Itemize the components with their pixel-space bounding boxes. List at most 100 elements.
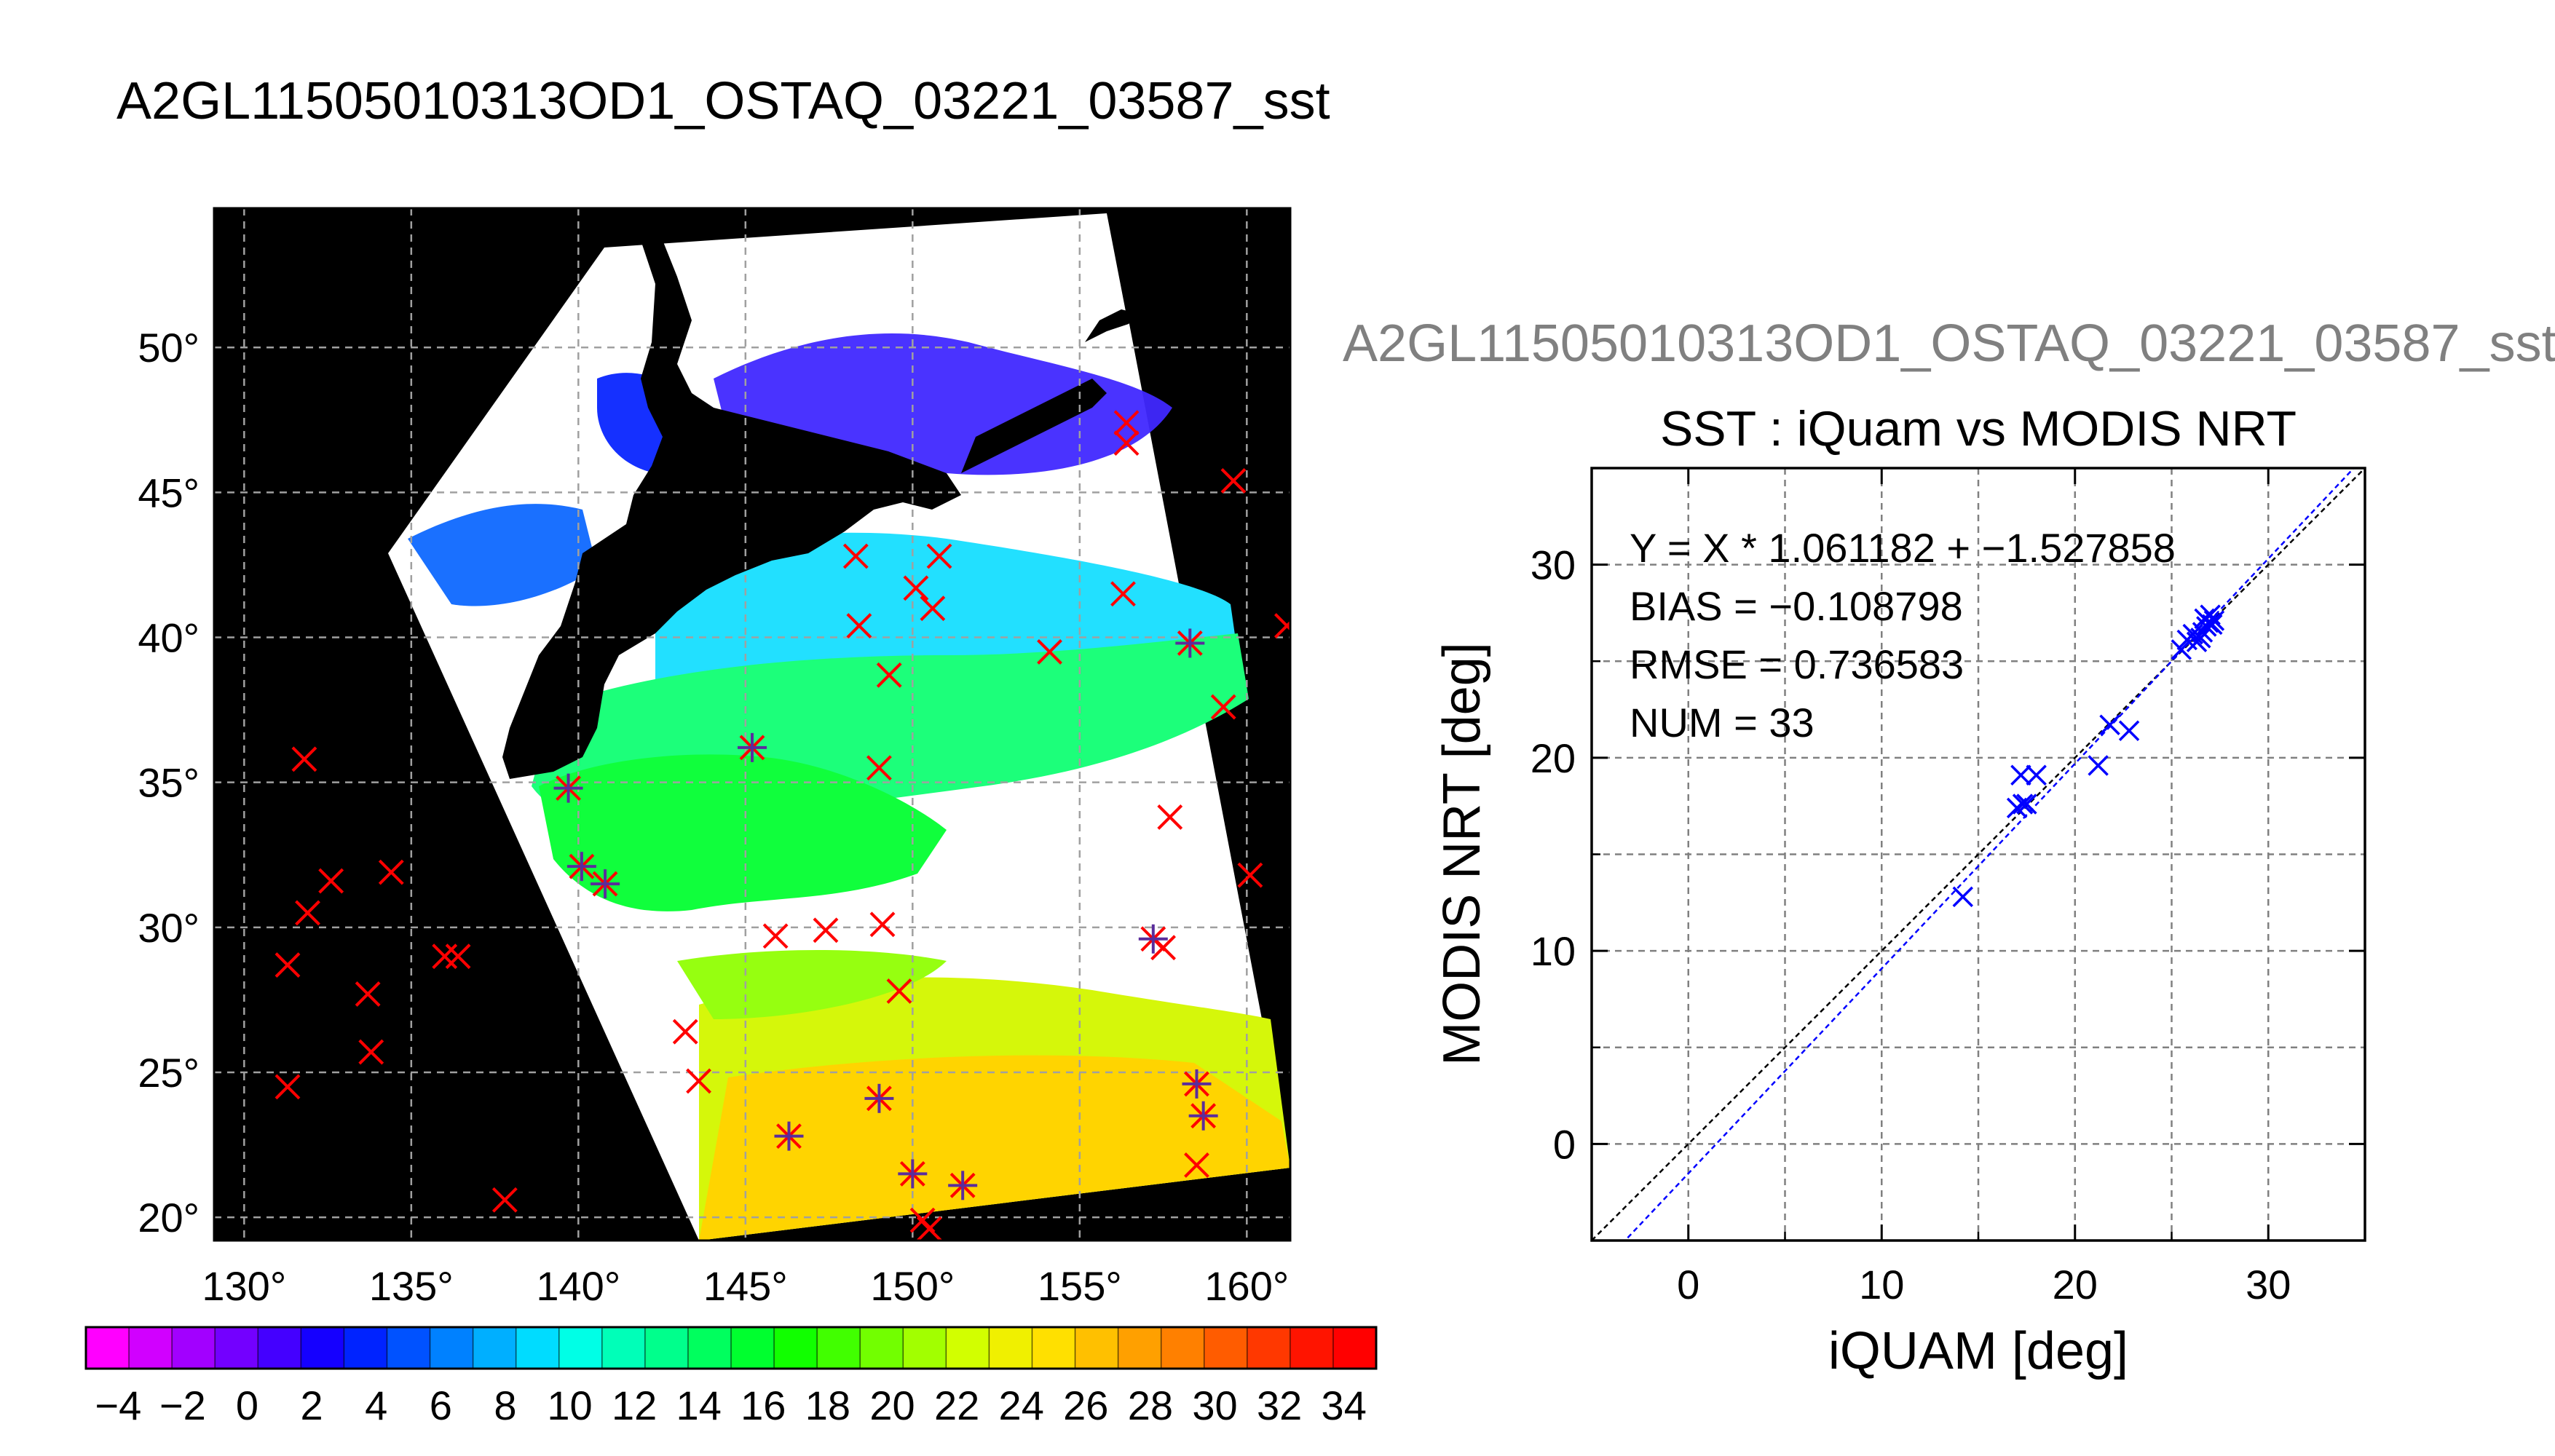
japan-land xyxy=(502,240,1136,779)
map-graticule xyxy=(214,208,1290,1241)
matchup-x-marker xyxy=(275,952,301,978)
stats-box: Y = X * 1.061182 + −1.527858 BIAS = −0.1… xyxy=(1630,525,2176,745)
matchup-x-marker xyxy=(866,755,892,781)
matchup-x-marker xyxy=(318,868,344,894)
matchup-x-marker xyxy=(842,543,869,569)
colorbar-tick-label: 26 xyxy=(1063,1382,1108,1428)
colorbar-frame xyxy=(84,1326,1378,1370)
map-frame xyxy=(213,207,1292,1242)
y-tick-label: 20 xyxy=(1531,735,1576,781)
matchup-x-marker xyxy=(1273,613,1290,638)
colorbar-tick-label: 28 xyxy=(1128,1382,1173,1428)
lon-tick-label: 150° xyxy=(870,1263,955,1309)
colorbar-segment xyxy=(1032,1327,1076,1369)
scatter-point xyxy=(1952,886,1973,908)
colorbar-tick-label: −2 xyxy=(159,1382,206,1428)
colorbar-tick-label: 2 xyxy=(301,1382,323,1428)
scatter-point xyxy=(2016,794,2037,815)
scatter-point xyxy=(2026,764,2047,786)
matchup-x-marker xyxy=(916,1216,942,1241)
matchup-x-marker xyxy=(358,1039,384,1065)
colorbar-tick-label: 20 xyxy=(869,1382,915,1428)
matchup-x-marker xyxy=(813,917,839,943)
colorbar-tick-label: 10 xyxy=(547,1382,592,1428)
colorbar-segment xyxy=(86,1327,130,1369)
matchup-star-marker xyxy=(1182,1069,1212,1099)
x-tick-label: 10 xyxy=(1859,1262,1904,1307)
matchup-x-marker xyxy=(1210,694,1236,720)
plot-lines xyxy=(1592,468,2365,1241)
sst-field xyxy=(408,333,1290,1241)
colorbar-segment xyxy=(172,1327,216,1369)
scatter-point xyxy=(2099,714,2120,736)
colorbar-segment xyxy=(1161,1327,1205,1369)
scatter-supertitle: A2GL11505010313OD1_OSTAQ_03221_03587_sst xyxy=(1343,314,2555,373)
scatter-point xyxy=(2202,614,2223,636)
matchup-x-marker xyxy=(491,1187,518,1213)
stats-rmse: RMSE = 0.736583 xyxy=(1630,641,1964,687)
matchup-x-marker xyxy=(355,981,381,1007)
scatter-point xyxy=(2012,794,2034,815)
colorbar-tick-label: −4 xyxy=(95,1382,141,1428)
scatter-point xyxy=(2197,612,2219,633)
colorbar-tick-label: 22 xyxy=(934,1382,979,1428)
scatter-point xyxy=(2118,720,2140,741)
lat-tick-label: 40° xyxy=(138,615,200,661)
matchup-x-marker xyxy=(1237,862,1263,888)
colorbar-segment xyxy=(1332,1327,1377,1369)
matchup-x-marker xyxy=(378,859,404,885)
colorbar-tick-label: 34 xyxy=(1322,1382,1367,1428)
main-title: A2GL11505010313OD1_OSTAQ_03221_03587_sst xyxy=(117,72,1330,130)
matchup-x-marker xyxy=(869,911,896,938)
colorbar-segment xyxy=(558,1327,603,1369)
colorbar-tick-label: 30 xyxy=(1192,1382,1237,1428)
scatter-point xyxy=(2190,628,2211,649)
scatter-points xyxy=(1952,604,2225,908)
matchup-x-marker xyxy=(686,1068,711,1094)
colorbar-segment xyxy=(817,1327,861,1369)
map-lat-ticks: 50° 45° 40° 35° 30° 25° 20° xyxy=(138,325,200,1241)
matchup-star-marker xyxy=(566,852,596,882)
colorbar-segment xyxy=(644,1327,689,1369)
stats-num: NUM = 33 xyxy=(1630,700,1814,745)
lat-tick-label: 30° xyxy=(138,905,200,951)
x-tick-label: 30 xyxy=(2246,1262,2291,1307)
colorbar-tick-label: 8 xyxy=(494,1382,516,1428)
matchup-star-marker xyxy=(1175,628,1205,658)
map-lon-ticks: 130° 135° 140° 145° 150° 155° 160° xyxy=(202,1263,1289,1309)
one-to-one-line xyxy=(1592,468,2365,1241)
chart-title: SST : iQuam vs MODIS NRT xyxy=(1660,401,2297,456)
colorbar-segment xyxy=(258,1327,301,1369)
colorbar-segment xyxy=(473,1327,517,1369)
colorbar-segment xyxy=(1290,1327,1334,1369)
y-tick-label: 10 xyxy=(1531,928,1576,974)
colorbar-segment xyxy=(215,1327,258,1369)
matchup-x-marker xyxy=(1113,430,1140,456)
matchup-x-marker xyxy=(926,543,952,569)
matchup-x-marker xyxy=(762,923,789,949)
colorbar-tick-label: 24 xyxy=(999,1382,1044,1428)
colorbar-tick-label: 14 xyxy=(676,1382,722,1428)
matchup-x-marker xyxy=(1110,581,1136,607)
lat-tick-label: 50° xyxy=(138,325,200,371)
colorbar: −4 −2 0 2 4 6 8 10 12 14 16 18 20 22 24 26 28 30 32 34 xyxy=(84,1326,1378,1428)
x-tick-label: 0 xyxy=(1677,1262,1699,1307)
matchup-star-marker xyxy=(591,869,620,899)
matchup-star-marker xyxy=(1188,1101,1218,1131)
matchup-x-marker xyxy=(1157,804,1183,830)
x-tick-label: 20 xyxy=(2053,1262,2098,1307)
matchup-star-marker xyxy=(898,1159,928,1189)
matchup-x-marker xyxy=(291,746,317,772)
stats-regression: Y = X * 1.061182 + −1.527858 xyxy=(1630,525,2176,571)
matchup-x-marker xyxy=(886,978,912,1004)
matchup-x-marker xyxy=(1113,410,1140,436)
colorbar-segment xyxy=(344,1327,388,1369)
colorbar-segment xyxy=(774,1327,818,1369)
matchup-star-marker xyxy=(948,1171,978,1200)
matchup-x-marker xyxy=(275,1074,301,1100)
colorbar-segment xyxy=(1204,1327,1248,1369)
scatter-point xyxy=(2203,610,2225,631)
colorbar-segment xyxy=(989,1327,1033,1369)
colorbar-tick-label: 18 xyxy=(805,1382,850,1428)
